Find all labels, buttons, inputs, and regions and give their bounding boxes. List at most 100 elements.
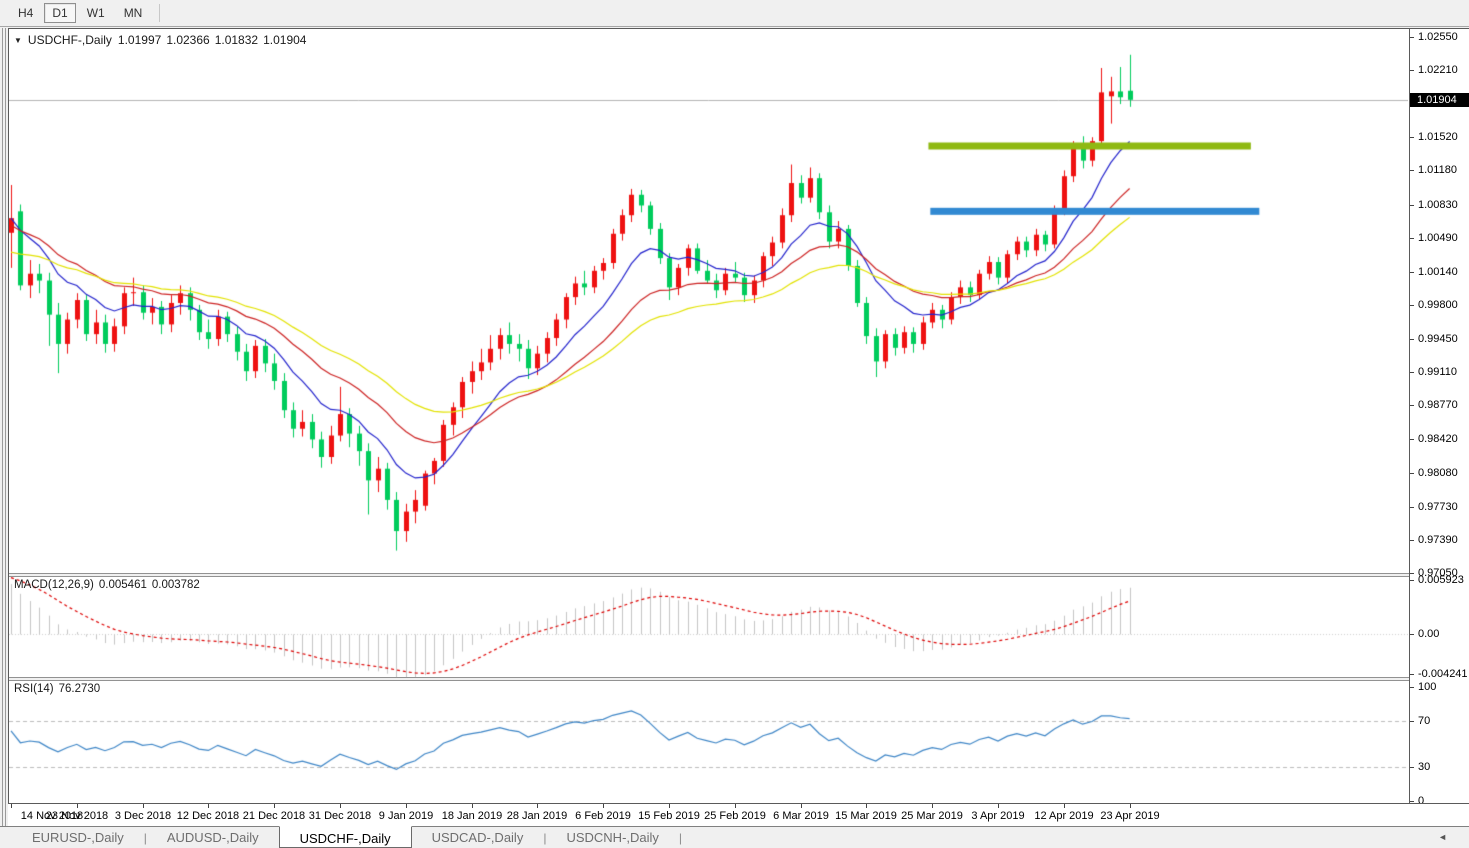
date-tick <box>406 804 407 808</box>
date-tick <box>801 804 802 808</box>
price-axis[interactable]: 1.01904 1.02550 1.02210 1.01520 1.01180 1.00… <box>1409 29 1469 807</box>
price-axis-tick-dash <box>1410 305 1414 306</box>
panel-splitter-macd[interactable] <box>9 573 1409 577</box>
tab-separator: | <box>543 831 547 845</box>
timeframe-button-h4[interactable]: H4 <box>18 6 34 20</box>
timeframe-toolbar: H4 D1 W1 MN <box>0 0 1469 27</box>
price-axis-tick-dash <box>1410 405 1414 406</box>
chart-tab-usdchf[interactable]: USDCHF-,Daily <box>278 826 412 848</box>
chart-tab-usdcad[interactable]: USDCAD-,Daily <box>431 830 524 845</box>
collapse-chart-icon[interactable]: ▼ <box>14 36 22 45</box>
price-axis-tick: 0.99800 <box>1418 299 1458 311</box>
rsi-axis-tick-dash <box>1410 687 1414 688</box>
price-axis-tick-dash <box>1410 137 1414 138</box>
date-tick-label: 25 Feb 2019 <box>704 810 766 822</box>
date-tick <box>340 804 341 808</box>
window-splitter[interactable] <box>0 28 8 848</box>
toolbar-divider <box>159 4 161 22</box>
price-axis-tick-dash <box>1410 170 1414 171</box>
price-axis-tick-dash <box>1410 573 1414 574</box>
price-axis-tick-dash <box>1410 507 1414 508</box>
ohlc-low: 1.01832 <box>214 33 259 47</box>
price-axis-tick: 0.97050 <box>1418 567 1458 579</box>
ohlc-open: 1.01997 <box>117 33 162 47</box>
date-tick-label: 3 Dec 2018 <box>114 810 172 822</box>
macd-signal-value: 0.003782 <box>151 579 200 591</box>
date-tick <box>866 804 867 808</box>
splitter-groove <box>2 28 3 848</box>
ohlc-high: 1.02366 <box>166 33 210 47</box>
date-tick <box>77 804 78 808</box>
price-axis-tick-dash <box>1410 439 1414 440</box>
macd-main-value: 0.005461 <box>98 579 147 591</box>
date-tick <box>537 804 538 808</box>
price-axis-tick: 1.02550 <box>1418 31 1458 43</box>
price-axis-tick: 1.01180 <box>1418 164 1457 176</box>
price-axis-tick-dash <box>1410 272 1414 273</box>
date-tick <box>274 804 275 808</box>
price-axis-tick: 1.00830 <box>1418 199 1458 211</box>
price-axis-tick-dash <box>1410 205 1414 206</box>
current-price-badge: 1.01904 <box>1410 93 1469 107</box>
date-tick-label: 15 Feb 2019 <box>638 810 700 822</box>
chart-tab-usdcnh[interactable]: USDCNH-,Daily <box>566 830 659 845</box>
macd-axis-tick-dash <box>1410 634 1414 635</box>
chart-window: ▼ USDCHF-,Daily 1.01997 1.02366 1.01832 1.019… <box>8 28 1469 807</box>
price-axis-tick-dash <box>1410 339 1414 340</box>
price-axis-tick-dash <box>1410 473 1414 474</box>
date-tick <box>998 804 999 808</box>
date-tick-label: 15 Mar 2019 <box>835 810 897 822</box>
macd-axis-tick: -0.004241 <box>1418 668 1468 680</box>
price-axis-tick-dash <box>1410 70 1414 71</box>
price-axis-tick-dash <box>1410 238 1414 239</box>
date-tick <box>603 804 604 808</box>
date-tick-label: 28 Jan 2019 <box>506 810 568 822</box>
date-tick <box>143 804 144 808</box>
chart-tab-eurusd[interactable]: EURUSD-,Daily <box>32 830 124 845</box>
chart-tabs-bar: EURUSD-,Daily | AUDUSD-,Daily USDCHF-,Daily… <box>0 826 1469 848</box>
macd-canvas[interactable] <box>9 577 1408 677</box>
date-axis[interactable]: 14 Nov 2018 23 Nov 2018 3 Dec 2018 12 Dec 2… <box>8 803 1469 826</box>
rsi-axis-tick: 100 <box>1418 681 1437 693</box>
date-tick-label: 23 Apr 2019 <box>1100 810 1160 822</box>
date-tick-label: 21 Dec 2018 <box>242 810 306 822</box>
date-tick-label: 23 Nov 2018 <box>45 810 109 822</box>
date-tick-label: 3 Apr 2019 <box>971 810 1025 822</box>
panel-splitter-rsi[interactable] <box>9 677 1409 681</box>
main-chart-canvas[interactable] <box>9 30 1408 573</box>
price-axis-tick: 1.01520 <box>1418 131 1458 143</box>
rsi-canvas[interactable] <box>9 681 1408 803</box>
rsi-axis-tick-dash <box>1410 767 1414 768</box>
timeframe-button-w1[interactable]: W1 <box>86 6 105 20</box>
rsi-axis-tick: 70 <box>1418 715 1431 727</box>
macd-axis-tick-dash <box>1410 674 1414 675</box>
chart-tab-audusd[interactable]: AUDUSD-,Daily <box>166 830 259 845</box>
date-tick <box>1064 804 1065 808</box>
tab-separator: | <box>143 831 147 845</box>
price-axis-tick-dash <box>1410 540 1414 541</box>
price-axis-tick-dash <box>1410 37 1414 38</box>
macd-name: MACD(12,26,9) <box>14 579 94 591</box>
date-tick-label: 6 Mar 2019 <box>773 810 829 822</box>
timeframe-button-mn[interactable]: MN <box>123 6 143 20</box>
price-axis-tick: 1.02210 <box>1418 64 1458 76</box>
tabs-scroll-left-icon[interactable]: ◄ <box>1438 832 1447 842</box>
splitter-groove <box>5 28 6 848</box>
date-tick-label: 14 Nov 2018 <box>20 810 84 822</box>
date-tick <box>669 804 670 808</box>
rsi-value: 76.2730 <box>58 683 101 695</box>
chart-title: ▼ USDCHF-,Daily 1.01997 1.02366 1.01832 1.019… <box>14 33 311 47</box>
price-axis-tick: 1.00490 <box>1418 232 1458 244</box>
rsi-name: RSI(14) <box>14 683 54 695</box>
timeframe-button-d1[interactable]: D1 <box>44 3 76 23</box>
rsi-axis-tick: 30 <box>1418 761 1431 773</box>
date-tick <box>472 804 473 808</box>
price-axis-tick: 0.98770 <box>1418 399 1458 411</box>
date-tick-label: 6 Feb 2019 <box>575 810 631 822</box>
price-axis-tick: 0.98080 <box>1418 467 1458 479</box>
tab-separator: | <box>678 831 683 845</box>
ohlc-close: 1.01904 <box>263 33 307 47</box>
price-axis-tick: 1.00140 <box>1418 266 1458 278</box>
chart-symbol: USDCHF-,Daily <box>27 33 112 47</box>
